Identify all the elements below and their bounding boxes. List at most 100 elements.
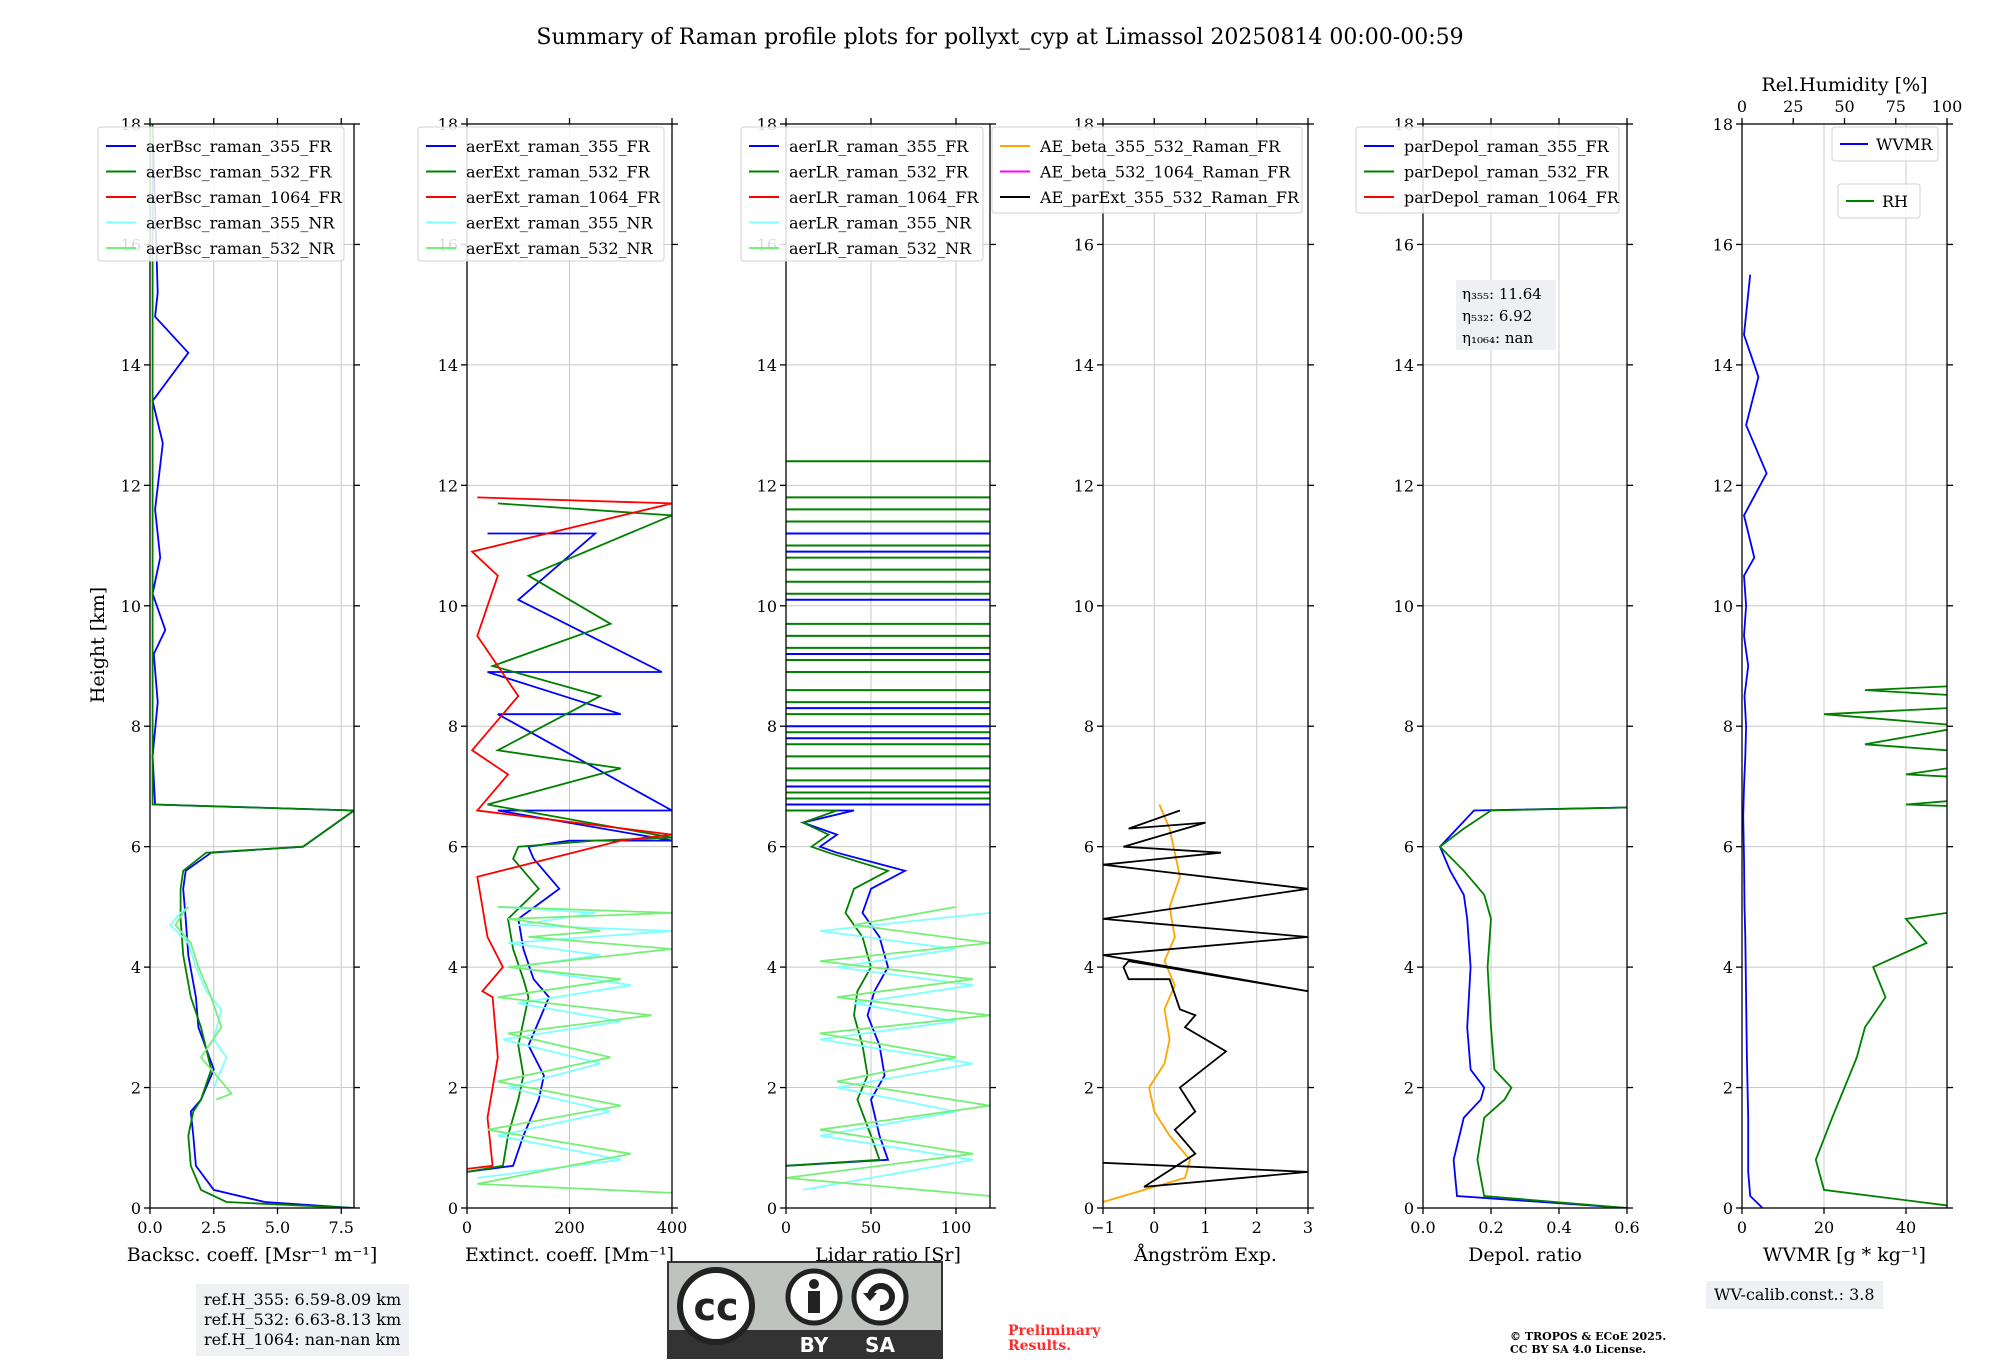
height-axis-label: Height [km] xyxy=(87,587,109,703)
y-tick-label: 10 xyxy=(121,597,141,616)
x-tick-label: 0 xyxy=(781,1218,791,1237)
x-tick-label: 200 xyxy=(554,1218,585,1237)
y-tick-label: 6 xyxy=(448,838,458,857)
legend-entry: aerLR_raman_532_NR xyxy=(789,239,972,258)
preliminary-line-2: Results. xyxy=(1008,1338,1072,1354)
y-tick-label: 2 xyxy=(1723,1079,1733,1098)
y-tick-label: 8 xyxy=(131,717,141,736)
series-line-AE_beta_355_532_Raman_FR xyxy=(1103,804,1192,1203)
y-tick-label: 8 xyxy=(1723,717,1733,736)
legend-entry: parDepol_raman_1064_FR xyxy=(1404,188,1620,207)
ref-height-355: ref.H_355: 6.59-8.09 km xyxy=(204,1290,402,1309)
legend-wv: WVMR RH xyxy=(1831,126,1939,219)
legend-box xyxy=(1355,126,1620,214)
legend-entry: AE_parExt_355_532_Raman_FR xyxy=(1039,188,1300,207)
preliminary-results-note: Preliminary Results. xyxy=(1008,1324,1100,1354)
legend-box xyxy=(991,126,1303,214)
x-tick-label: 0.2 xyxy=(1478,1218,1503,1237)
grid-ae xyxy=(1102,123,1309,1209)
y-tick-label: 0 xyxy=(1723,1199,1733,1218)
x-tick-label: 2.5 xyxy=(201,1218,226,1237)
y-tick-label: 10 xyxy=(1074,597,1094,616)
y-tick-label: 14 xyxy=(1074,356,1094,375)
y-tick-label: 6 xyxy=(1084,838,1094,857)
x-tick-label: 0 xyxy=(1149,1218,1159,1237)
eta-annotation: η₃₅₅: 11.64 η₅₃₂: 6.92 η₁₀₆₄: nan xyxy=(1456,280,1556,350)
legend-entry: aerExt_raman_1064_FR xyxy=(466,188,661,207)
plot-area-bsc xyxy=(151,124,354,1208)
eta-annotation-line: η₃₅₅: 11.64 xyxy=(1462,285,1542,303)
legend-entry: RH xyxy=(1882,192,1908,211)
legend-entry: aerLR_raman_532_FR xyxy=(789,163,969,182)
y-tick-label: 0 xyxy=(448,1199,458,1218)
y-tick-label: 10 xyxy=(757,597,777,616)
x-axis-label-lr: Lidar ratio [Sr] xyxy=(815,1244,961,1266)
y-tick-label: 10 xyxy=(1713,597,1733,616)
legend-entry: aerExt_raman_355_NR xyxy=(466,214,654,233)
series-line-WVMR xyxy=(1742,274,1768,1208)
y-tick-label: 10 xyxy=(1394,597,1414,616)
y-tick-label: 8 xyxy=(1404,717,1414,736)
y-tick-label: 6 xyxy=(131,838,141,857)
y-tick-label: 2 xyxy=(448,1079,458,1098)
legend-entry: aerBsc_raman_355_NR xyxy=(146,214,335,233)
legend-lr: aerLR_raman_355_FR aerLR_raman_532_FR aerL… xyxy=(740,126,984,262)
series-line-aerExt_raman_532_FR xyxy=(467,502,672,1173)
y-tick-label: 0 xyxy=(1404,1199,1414,1218)
top-x-tick-label: 50 xyxy=(1834,97,1854,116)
y-tick-label: 6 xyxy=(767,838,777,857)
top-x-tick-label: 0 xyxy=(1737,97,1747,116)
y-tick-label: 4 xyxy=(1404,958,1414,977)
y-tick-label: 2 xyxy=(1404,1079,1414,1098)
legend-bsc: aerBsc_raman_355_FR aerBsc_raman_532_FRae… xyxy=(97,126,345,262)
legend-entry: aerExt_raman_355_FR xyxy=(466,137,651,156)
top-axis-label: Rel.Humidity [%] xyxy=(1761,74,1927,96)
legend-box xyxy=(740,126,984,262)
y-tick-label: 14 xyxy=(121,356,141,375)
reference-height-box: ref.H_355: 6.59-8.09 km ref.H_532: 6.63-… xyxy=(196,1284,410,1356)
y-tick-label: 12 xyxy=(121,476,141,495)
y-tick-label: 4 xyxy=(1084,958,1094,977)
legend-entry: aerLR_raman_355_NR xyxy=(789,214,972,233)
copyright-note: © TROPOS & ECoE 2025. CC BY SA 4.0 Licen… xyxy=(1510,1330,1666,1356)
sa-share-icon xyxy=(851,1268,909,1326)
panel-extinction: 0246810121416180200400Extinct. coeff. [M… xyxy=(417,115,687,1266)
y-tick-label: 6 xyxy=(1723,838,1733,857)
x-tick-label: 7.5 xyxy=(329,1218,354,1237)
cc-logo-text: cc xyxy=(693,1285,738,1329)
y-tick-label: 6 xyxy=(1404,838,1414,857)
legend-box xyxy=(97,126,345,262)
x-axis-label-wv: WVMR [g * kg⁻¹] xyxy=(1763,1244,1926,1266)
ref-height-532: ref.H_532: 6.63-8.13 km xyxy=(204,1310,402,1329)
sa-label: SA xyxy=(865,1333,895,1357)
copyright-line-1: © TROPOS & ECoE 2025. xyxy=(1510,1330,1667,1343)
series-line-aerBsc_raman_532_NR xyxy=(174,906,234,1101)
y-tick-label: 14 xyxy=(1394,356,1414,375)
series-line-aerExt_raman_1064_FR xyxy=(467,496,672,1170)
axes-frame-depol xyxy=(1422,123,1628,1209)
by-label: BY xyxy=(800,1333,829,1357)
x-tick-label: 0.4 xyxy=(1546,1218,1571,1237)
top-x-tick-label: 100 xyxy=(1932,97,1963,116)
series-line-aerBsc_raman_355_FR xyxy=(151,124,354,1208)
eta-annotation-box xyxy=(1456,280,1556,350)
series-line-aerExt_raman_355_NR xyxy=(477,906,672,1179)
y-tick-label: 4 xyxy=(448,958,458,977)
y-tick-label: 12 xyxy=(1394,476,1414,495)
y-tick-label: 0 xyxy=(131,1199,141,1218)
cc-logo-icon xyxy=(677,1267,755,1345)
y-tick-label: 4 xyxy=(131,958,141,977)
cc-license-badge: cc BY SA xyxy=(667,1261,943,1359)
legend-box xyxy=(417,126,665,262)
x-tick-label: 20 xyxy=(1814,1218,1834,1237)
legend-entry: parDepol_raman_532_FR xyxy=(1404,163,1610,182)
x-tick-label: 100 xyxy=(941,1218,972,1237)
y-tick-label: 2 xyxy=(767,1079,777,1098)
legend-entry: aerExt_raman_532_NR xyxy=(466,239,654,258)
y-tick-label: 10 xyxy=(438,597,458,616)
x-tick-label: 3 xyxy=(1303,1218,1313,1237)
legend-ae: AE_beta_355_532_Raman_FR AE_beta_532_1064… xyxy=(991,126,1303,214)
